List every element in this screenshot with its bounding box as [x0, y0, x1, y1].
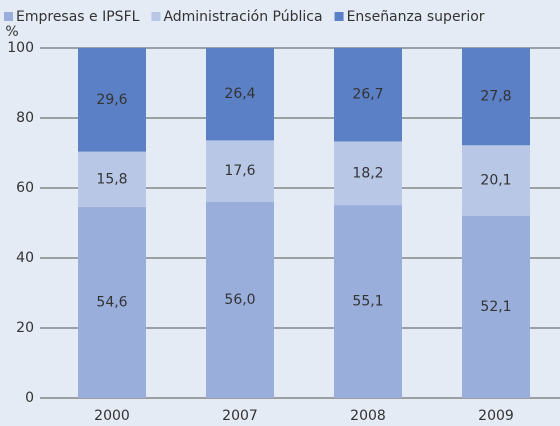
- legend-swatch: [334, 12, 344, 21]
- bar-segment: [78, 151, 146, 207]
- y-tick-label: 60: [16, 180, 34, 196]
- x-tick-label: 2000: [94, 408, 130, 424]
- bar-segment: [206, 140, 274, 202]
- data-label: 52,1: [480, 299, 511, 315]
- x-tick-label: 2007: [222, 408, 258, 424]
- bar-segment: [206, 202, 274, 398]
- y-axis-unit: %: [5, 24, 18, 40]
- bar-segment: [78, 48, 146, 152]
- bar-segment: [462, 215, 530, 398]
- data-label: 20,1: [480, 172, 511, 188]
- y-tick-label: 100: [7, 40, 34, 56]
- data-label: 55,1: [352, 294, 383, 310]
- bar-segment: [462, 145, 530, 216]
- bar-segment: [334, 141, 402, 206]
- legend-label: Empresas e IPSFL: [16, 9, 140, 25]
- bar-segment: [78, 206, 146, 398]
- bar-segment: [334, 48, 402, 142]
- y-tick-label: 80: [16, 110, 34, 126]
- data-label: 54,6: [96, 294, 127, 310]
- x-tick-label: 2008: [350, 408, 386, 424]
- y-tick-label: 20: [16, 320, 34, 336]
- bar-segment: [206, 48, 274, 141]
- bar-segment: [334, 205, 402, 398]
- y-tick-label: 40: [16, 250, 34, 266]
- legend-swatch: [151, 12, 161, 21]
- data-label: 29,6: [96, 92, 127, 108]
- x-tick-label: 2009: [478, 408, 514, 424]
- data-label: 26,4: [224, 86, 255, 102]
- legend-swatch: [4, 12, 13, 21]
- legend-label: Enseñanza superior: [347, 9, 485, 25]
- data-label: 17,6: [224, 163, 255, 179]
- data-label: 56,0: [224, 292, 255, 308]
- legend-label: Administración Pública: [163, 9, 322, 25]
- data-label: 18,2: [352, 165, 383, 181]
- y-tick-label: 0: [25, 390, 34, 406]
- bar-segment: [462, 48, 530, 146]
- data-label: 26,7: [352, 87, 383, 103]
- data-label: 27,8: [480, 89, 511, 105]
- data-label: 15,8: [96, 171, 127, 187]
